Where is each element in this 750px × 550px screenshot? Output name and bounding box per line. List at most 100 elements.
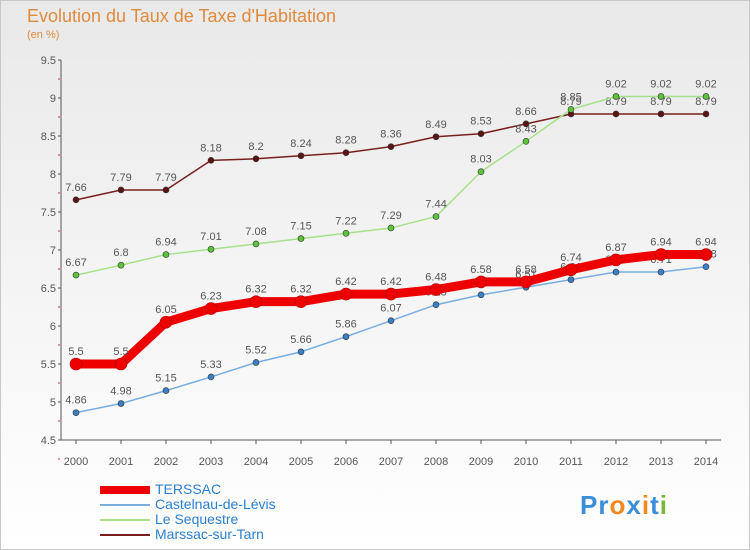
data-label: 8.49: [425, 119, 446, 131]
logo-letter: r: [598, 490, 610, 520]
data-label: 5.52: [245, 344, 266, 356]
data-label: 6.67: [65, 257, 86, 269]
data-point: [474, 275, 488, 289]
data-label: 6.48: [425, 272, 446, 284]
data-label: 8.28: [335, 135, 356, 147]
data-label: 6.42: [380, 276, 401, 288]
data-label: 6.07: [380, 303, 401, 315]
x-tick-label: 2013: [649, 456, 673, 468]
data-label: 8.79: [650, 96, 671, 108]
legend-label-castelnau: Castelnau-de-Lévis: [155, 496, 276, 512]
x-tick-label: 2014: [694, 456, 718, 468]
data-label: 7.01: [200, 231, 221, 243]
x-tick-label: 2012: [604, 456, 628, 468]
data-label: 5.15: [155, 373, 176, 385]
data-point: [522, 120, 530, 128]
logo-letter: P: [580, 490, 599, 520]
data-point: [519, 275, 533, 289]
x-tick-label: 2002: [154, 456, 178, 468]
data-point: [432, 213, 440, 220]
data-point: [702, 263, 710, 271]
data-point: [69, 357, 83, 371]
y-tick-label: 5: [50, 397, 56, 409]
y-tick-label: 7: [50, 245, 56, 257]
chart-title: Evolution du Taux de Taxe d'Habitation: [27, 6, 336, 26]
data-label: 8.53: [470, 116, 491, 128]
data-point: [522, 138, 530, 145]
data-label: 4.98: [110, 386, 131, 398]
data-point: [294, 295, 308, 308]
legend-swatch-marssac: [100, 534, 150, 536]
data-point: [429, 283, 443, 296]
chart-subtitle: (en %): [27, 29, 60, 41]
data-point: [159, 315, 173, 329]
data-label: 6.94: [155, 237, 176, 249]
data-label: 8.79: [695, 96, 716, 108]
data-label: 7.44: [425, 199, 446, 211]
x-tick-label: 2006: [334, 456, 358, 468]
legend-label-terssac: TERSSAC: [155, 481, 222, 497]
data-point: [702, 93, 710, 100]
logo-letter: x: [626, 490, 642, 520]
series-line-0: [75, 113, 706, 201]
data-point: [252, 155, 260, 163]
x-tick-label: 2008: [424, 456, 448, 468]
data-point: [342, 229, 350, 237]
data-label: 6.87: [605, 242, 626, 254]
data-point: [117, 186, 125, 194]
data-label: 8.03: [470, 154, 491, 166]
data-point: [564, 263, 578, 277]
data-label: 6.05: [155, 304, 176, 316]
data-label: 8.79: [605, 96, 626, 108]
y-tick-label: 5.5: [41, 359, 56, 371]
logo-letter: i: [641, 490, 651, 520]
logo-letter: t: [650, 490, 660, 520]
x-tick-label: 2007: [379, 456, 403, 468]
x-tick-label: 2001: [109, 456, 133, 468]
data-point: [657, 110, 665, 118]
data-label: 8.2: [248, 141, 263, 153]
data-label: 7.22: [335, 215, 356, 227]
data-point: [72, 409, 80, 416]
data-point: [207, 373, 215, 381]
data-point: [204, 302, 218, 315]
data-point: [387, 143, 395, 150]
data-point: [432, 301, 440, 309]
data-point: [387, 224, 395, 232]
data-label: 8.66: [515, 106, 536, 118]
data-point: [477, 291, 485, 299]
data-point: [567, 276, 575, 283]
data-point: [162, 186, 170, 194]
data-point: [702, 110, 710, 118]
data-point: [657, 268, 665, 276]
data-label: 6.8: [113, 247, 128, 259]
data-point: [612, 93, 620, 100]
y-tick-label: 8.5: [41, 131, 56, 143]
data-label: 5.5: [113, 346, 128, 358]
data-label: 5.5: [68, 346, 83, 358]
x-tick-label: 2010: [514, 456, 538, 468]
legend-label-marssac: Marssac-sur-Tarn: [155, 526, 264, 542]
data-point: [384, 287, 398, 301]
data-label: 6.74: [560, 252, 581, 264]
data-label: 6.94: [650, 237, 671, 249]
data-label: 5.86: [335, 319, 356, 331]
x-tick-label: 2011: [559, 456, 583, 468]
data-label: 7.79: [110, 172, 131, 184]
data-label: 9.02: [695, 78, 716, 90]
data-point: [297, 152, 305, 160]
logo-letter: o: [609, 490, 627, 520]
legend-swatch-terssac: [100, 486, 150, 494]
x-tick-label: 2005: [289, 456, 313, 468]
data-point: [654, 248, 668, 261]
data-label: 6.58: [515, 264, 536, 276]
data-point: [249, 295, 263, 308]
data-point: [387, 317, 395, 324]
data-point: [567, 106, 575, 113]
y-tick-label: 9: [50, 93, 56, 105]
data-point: [699, 248, 713, 261]
y-tick-label: 4.5: [41, 435, 56, 447]
data-label: 8.79: [560, 96, 581, 108]
